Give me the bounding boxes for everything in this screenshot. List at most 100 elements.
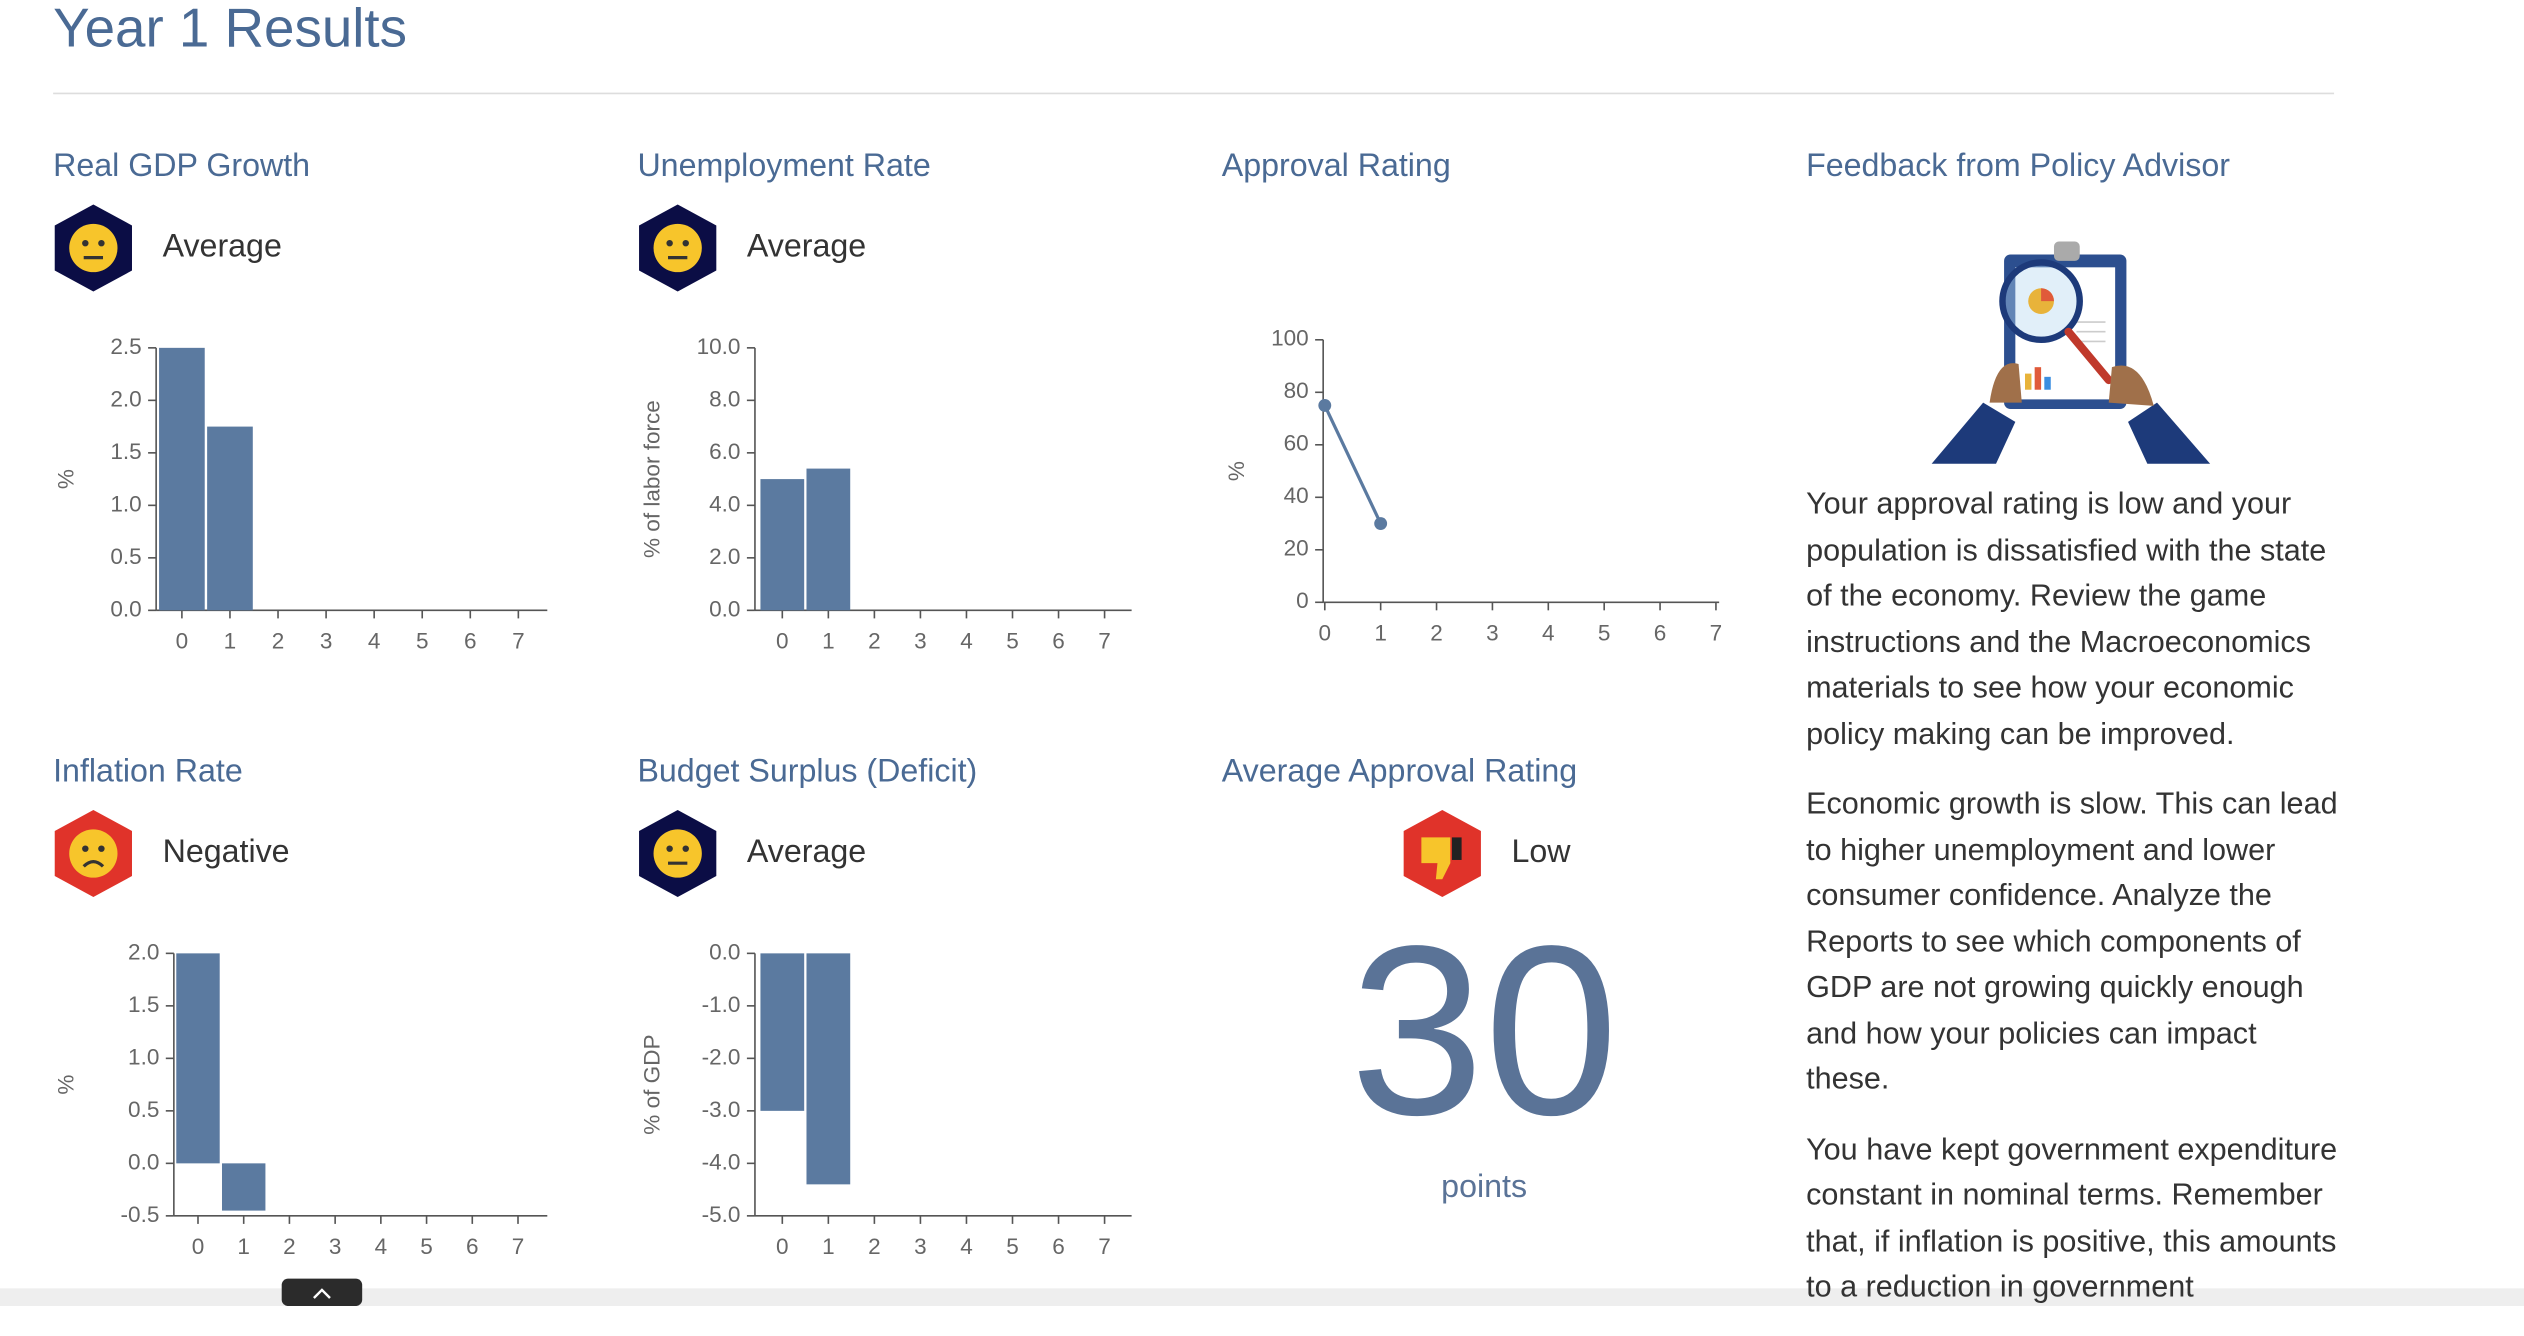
- x-tick-label: 1: [1374, 620, 1387, 645]
- bottom-bar: [0, 1288, 2524, 1307]
- x-tick-label: 2: [283, 1234, 296, 1259]
- feedback-paragraph: You have kept government expenditure con…: [1806, 1132, 2338, 1305]
- y-axis-label: %: [54, 1075, 79, 1095]
- bar: [159, 347, 205, 611]
- y-tick-label: 1.5: [128, 992, 159, 1017]
- bar: [207, 426, 253, 611]
- x-tick-label: 4: [375, 1234, 388, 1259]
- x-tick-label: 5: [1598, 620, 1611, 645]
- y-tick-label: 1.0: [110, 491, 141, 516]
- x-tick-label: 1: [237, 1234, 250, 1259]
- panel-title: Budget Surplus (Deficit): [637, 752, 977, 788]
- bar: [806, 953, 851, 1185]
- y-tick-label: 60: [1284, 431, 1309, 456]
- status-label: Negative: [163, 833, 290, 869]
- page-title: Year 1 Results: [53, 0, 407, 59]
- x-tick-label: 0: [776, 628, 789, 653]
- x-tick-label: 5: [1006, 1234, 1019, 1259]
- point: [1374, 517, 1388, 530]
- page: Year 1 Results Real GDP Growth Unemploym…: [0, 0, 2524, 1307]
- bar: [806, 468, 851, 611]
- y-tick-label: 0.5: [128, 1097, 159, 1122]
- x-tick-label: 4: [960, 628, 973, 653]
- thumbs-down-icon: [1403, 810, 1481, 897]
- y-axis-label: % of labor force: [639, 400, 664, 558]
- y-tick-label: 0.0: [128, 1149, 159, 1174]
- bar: [760, 953, 805, 1111]
- feedback-text: Your approval rating is low and your pop…: [1806, 483, 2345, 1336]
- x-tick-label: 1: [822, 1234, 835, 1259]
- x-tick-label: 2: [868, 1234, 881, 1259]
- advisor-illustration: [1931, 241, 2211, 464]
- x-tick-label: 5: [1006, 628, 1019, 653]
- x-tick-label: 4: [1542, 620, 1555, 645]
- y-tick-label: -3.0: [702, 1097, 741, 1122]
- neutral-icon: [639, 204, 717, 292]
- y-tick-label: 4.0: [709, 491, 740, 516]
- x-tick-label: 6: [464, 628, 477, 653]
- score-unit: points: [1441, 1168, 1527, 1204]
- average-score: 30: [1350, 896, 1619, 1166]
- x-tick-label: 3: [1486, 620, 1499, 645]
- x-tick-label: 6: [1654, 620, 1667, 645]
- y-tick-label: 0.0: [709, 939, 740, 964]
- x-tick-label: 3: [320, 628, 333, 653]
- y-tick-label: 1.0: [128, 1044, 159, 1069]
- y-tick-label: -0.5: [121, 1202, 160, 1227]
- panel-title: Unemployment Rate: [637, 147, 930, 183]
- feedback-paragraph: Economic growth is slow. This can lead t…: [1806, 787, 2338, 1097]
- y-axis-label: %: [54, 469, 79, 489]
- y-tick-label: 0.0: [709, 596, 740, 621]
- results-view: Year 1 Results Real GDP Growth Unemploym…: [0, 0, 2524, 1307]
- y-tick-label: 20: [1284, 536, 1309, 561]
- y-tick-label: 1.5: [110, 439, 141, 464]
- x-tick-label: 2: [868, 628, 881, 653]
- x-tick-label: 5: [420, 1234, 433, 1259]
- y-tick-label: 2.0: [709, 544, 740, 569]
- panel-title: Inflation Rate: [53, 752, 243, 788]
- x-tick-label: 1: [822, 628, 835, 653]
- y-tick-label: 0.0: [110, 596, 141, 621]
- y-tick-label: 2.0: [110, 386, 141, 411]
- y-axis-label: % of GDP: [639, 1035, 664, 1135]
- y-tick-label: 80: [1284, 378, 1309, 403]
- feedback-paragraph: Your approval rating is low and your pop…: [1806, 487, 2327, 752]
- panel-title: Feedback from Policy Advisor: [1806, 147, 2230, 183]
- status-label: Average: [163, 227, 282, 263]
- neutral-icon: [639, 810, 717, 897]
- x-tick-label: 0: [176, 628, 189, 653]
- x-tick-label: 3: [914, 628, 927, 653]
- y-tick-label: 2.0: [128, 939, 159, 964]
- x-tick-label: 7: [512, 1234, 525, 1259]
- x-tick-label: 2: [1430, 620, 1443, 645]
- caret-icon: [313, 1288, 331, 1299]
- y-tick-label: -5.0: [702, 1202, 741, 1227]
- x-tick-label: 4: [368, 628, 381, 653]
- neutral-icon: [54, 204, 132, 292]
- y-tick-label: -4.0: [702, 1149, 741, 1174]
- x-tick-label: 0: [776, 1234, 789, 1259]
- y-tick-label: 0: [1296, 588, 1309, 613]
- panel-title: Average Approval Rating: [1222, 752, 1577, 788]
- scroll-up-button[interactable]: [281, 1278, 363, 1307]
- y-tick-label: 10.0: [697, 334, 741, 359]
- x-tick-label: 3: [914, 1234, 927, 1259]
- y-tick-label: 6.0: [709, 439, 740, 464]
- point: [1318, 398, 1332, 412]
- x-tick-label: 7: [1098, 628, 1111, 653]
- x-tick-label: 7: [1098, 1234, 1111, 1259]
- bar: [760, 479, 805, 611]
- x-tick-label: 2: [272, 628, 285, 653]
- panel-title: Real GDP Growth: [53, 147, 310, 183]
- x-tick-label: 7: [1710, 620, 1723, 645]
- x-tick-label: 6: [1052, 1234, 1065, 1259]
- y-tick-label: -1.0: [702, 992, 741, 1017]
- x-tick-label: 1: [224, 628, 237, 653]
- status-label: Average: [747, 833, 866, 869]
- y-tick-label: 0.5: [110, 544, 141, 569]
- status-label: Low: [1512, 833, 1572, 869]
- y-tick-label: -2.0: [702, 1044, 741, 1069]
- x-tick-label: 5: [416, 628, 429, 653]
- x-tick-label: 3: [329, 1234, 342, 1259]
- line: [1323, 404, 1383, 525]
